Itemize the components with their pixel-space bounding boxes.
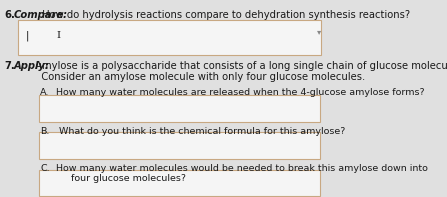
Text: How many water molecules are released when the 4-glucose amylose forms?: How many water molecules are released wh… [53, 88, 424, 97]
Text: Amylose is a polysaccharide that consists of a long single chain of glucose mole: Amylose is a polysaccharide that consist… [32, 61, 447, 82]
FancyBboxPatch shape [17, 20, 321, 55]
FancyBboxPatch shape [39, 95, 320, 122]
Text: Compare:: Compare: [14, 10, 68, 20]
Text: I: I [57, 31, 61, 40]
Text: B.: B. [40, 127, 50, 136]
Text: ▾: ▾ [316, 27, 321, 36]
FancyBboxPatch shape [39, 132, 320, 159]
Text: 7.: 7. [4, 61, 15, 71]
Text: 6.: 6. [4, 10, 16, 20]
Text: C.: C. [40, 164, 50, 173]
Text: Apply:: Apply: [14, 61, 50, 71]
Text: What do you think is the chemical formula for this amylose?: What do you think is the chemical formul… [53, 127, 345, 136]
Text: How many water molecules would be needed to break this amylose down into
      f: How many water molecules would be needed… [53, 164, 428, 183]
Text: How do hydrolysis reactions compare to dehydration synthesis reactions?: How do hydrolysis reactions compare to d… [39, 10, 410, 20]
FancyBboxPatch shape [39, 170, 320, 196]
Text: |: | [26, 30, 29, 41]
Text: A.: A. [40, 88, 50, 97]
